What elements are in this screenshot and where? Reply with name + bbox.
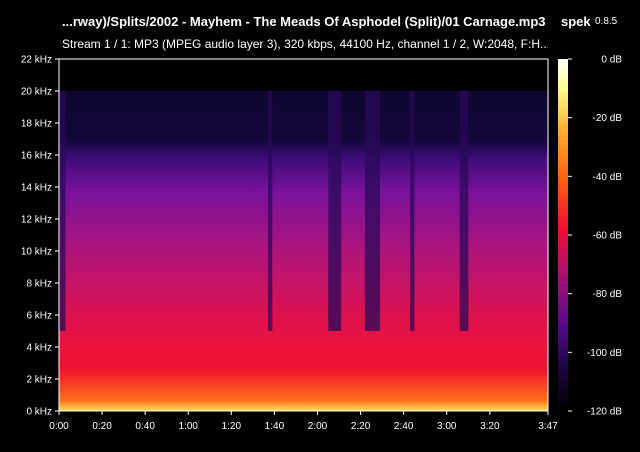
x-tick-label: 2:40	[394, 421, 414, 432]
colorbar-tick-label: -80 dB	[593, 289, 623, 300]
x-tick-label: 3:00	[437, 421, 457, 432]
x-tick-label: 2:20	[351, 421, 371, 432]
colorbar-axis: 0 dB -20 dB -40 dB -60 dB -80 dB -100 dB -120 …	[568, 55, 622, 418]
y-tick-label: 20 kHz	[21, 87, 52, 98]
y-tick-label: 16 kHz	[21, 151, 52, 162]
x-tick-label: 1:20	[222, 421, 242, 432]
app-name: spek	[561, 14, 591, 29]
y-tick-label: 18 kHz	[21, 119, 52, 130]
quiet-segment	[410, 90, 415, 331]
quiet-segment	[328, 90, 342, 331]
x-tick-label: 2:00	[308, 421, 328, 432]
y-tick-label: 22 kHz	[21, 55, 52, 66]
quiet-segment	[364, 90, 380, 331]
file-title: ...rway)/Splits/2002 - Mayhem - The Mead…	[62, 14, 546, 29]
spectrogram-image	[59, 59, 548, 411]
app-version: 0.8.5	[595, 16, 618, 27]
y-tick-label: 6 kHz	[26, 311, 52, 322]
x-axis: 0:00 0:20 0:40 1:00 1:20 1:40 2:00 2:20 2:40 3:00…	[49, 411, 558, 432]
x-tick-label: 0:00	[49, 421, 69, 432]
plot-frame	[58, 58, 549, 412]
y-tick-label: 0 kHz	[26, 407, 52, 418]
colorbar-tick-label: -40 dB	[593, 172, 623, 183]
x-tick-label: 1:00	[179, 421, 199, 432]
colorbar-tick-label: -100 dB	[587, 348, 622, 359]
x-tick-label: 0:40	[135, 421, 155, 432]
spectrogram-quiet-segments	[59, 90, 469, 331]
x-tick-label: 3:20	[480, 421, 500, 432]
colorbar-tick-label: -20 dB	[593, 113, 623, 124]
colorbar	[558, 59, 568, 411]
y-tick-label: 10 kHz	[21, 247, 52, 258]
x-tick-label: 3:47	[538, 421, 558, 432]
quiet-segment	[459, 90, 469, 331]
colorbar-tick-label: -60 dB	[593, 231, 623, 242]
quiet-segment	[59, 90, 66, 331]
x-tick-label: 1:40	[265, 421, 285, 432]
y-axis: 0 kHz 2 kHz 4 kHz 6 kHz 8 kHz 10 kHz 12 kHz 14 …	[21, 55, 59, 418]
stream-info: Stream 1 / 1: MP3 (MPEG audio layer 3), …	[62, 37, 548, 51]
y-tick-label: 8 kHz	[26, 279, 52, 290]
y-tick-label: 4 kHz	[26, 343, 52, 354]
x-tick-label: 0:20	[92, 421, 112, 432]
colorbar-tick-label: -120 dB	[587, 407, 622, 418]
colorbar-tick-label: 0 dB	[601, 55, 622, 66]
y-tick-label: 2 kHz	[26, 375, 52, 386]
quiet-segment	[268, 90, 273, 331]
y-tick-label: 14 kHz	[21, 183, 52, 194]
y-tick-label: 12 kHz	[21, 215, 52, 226]
